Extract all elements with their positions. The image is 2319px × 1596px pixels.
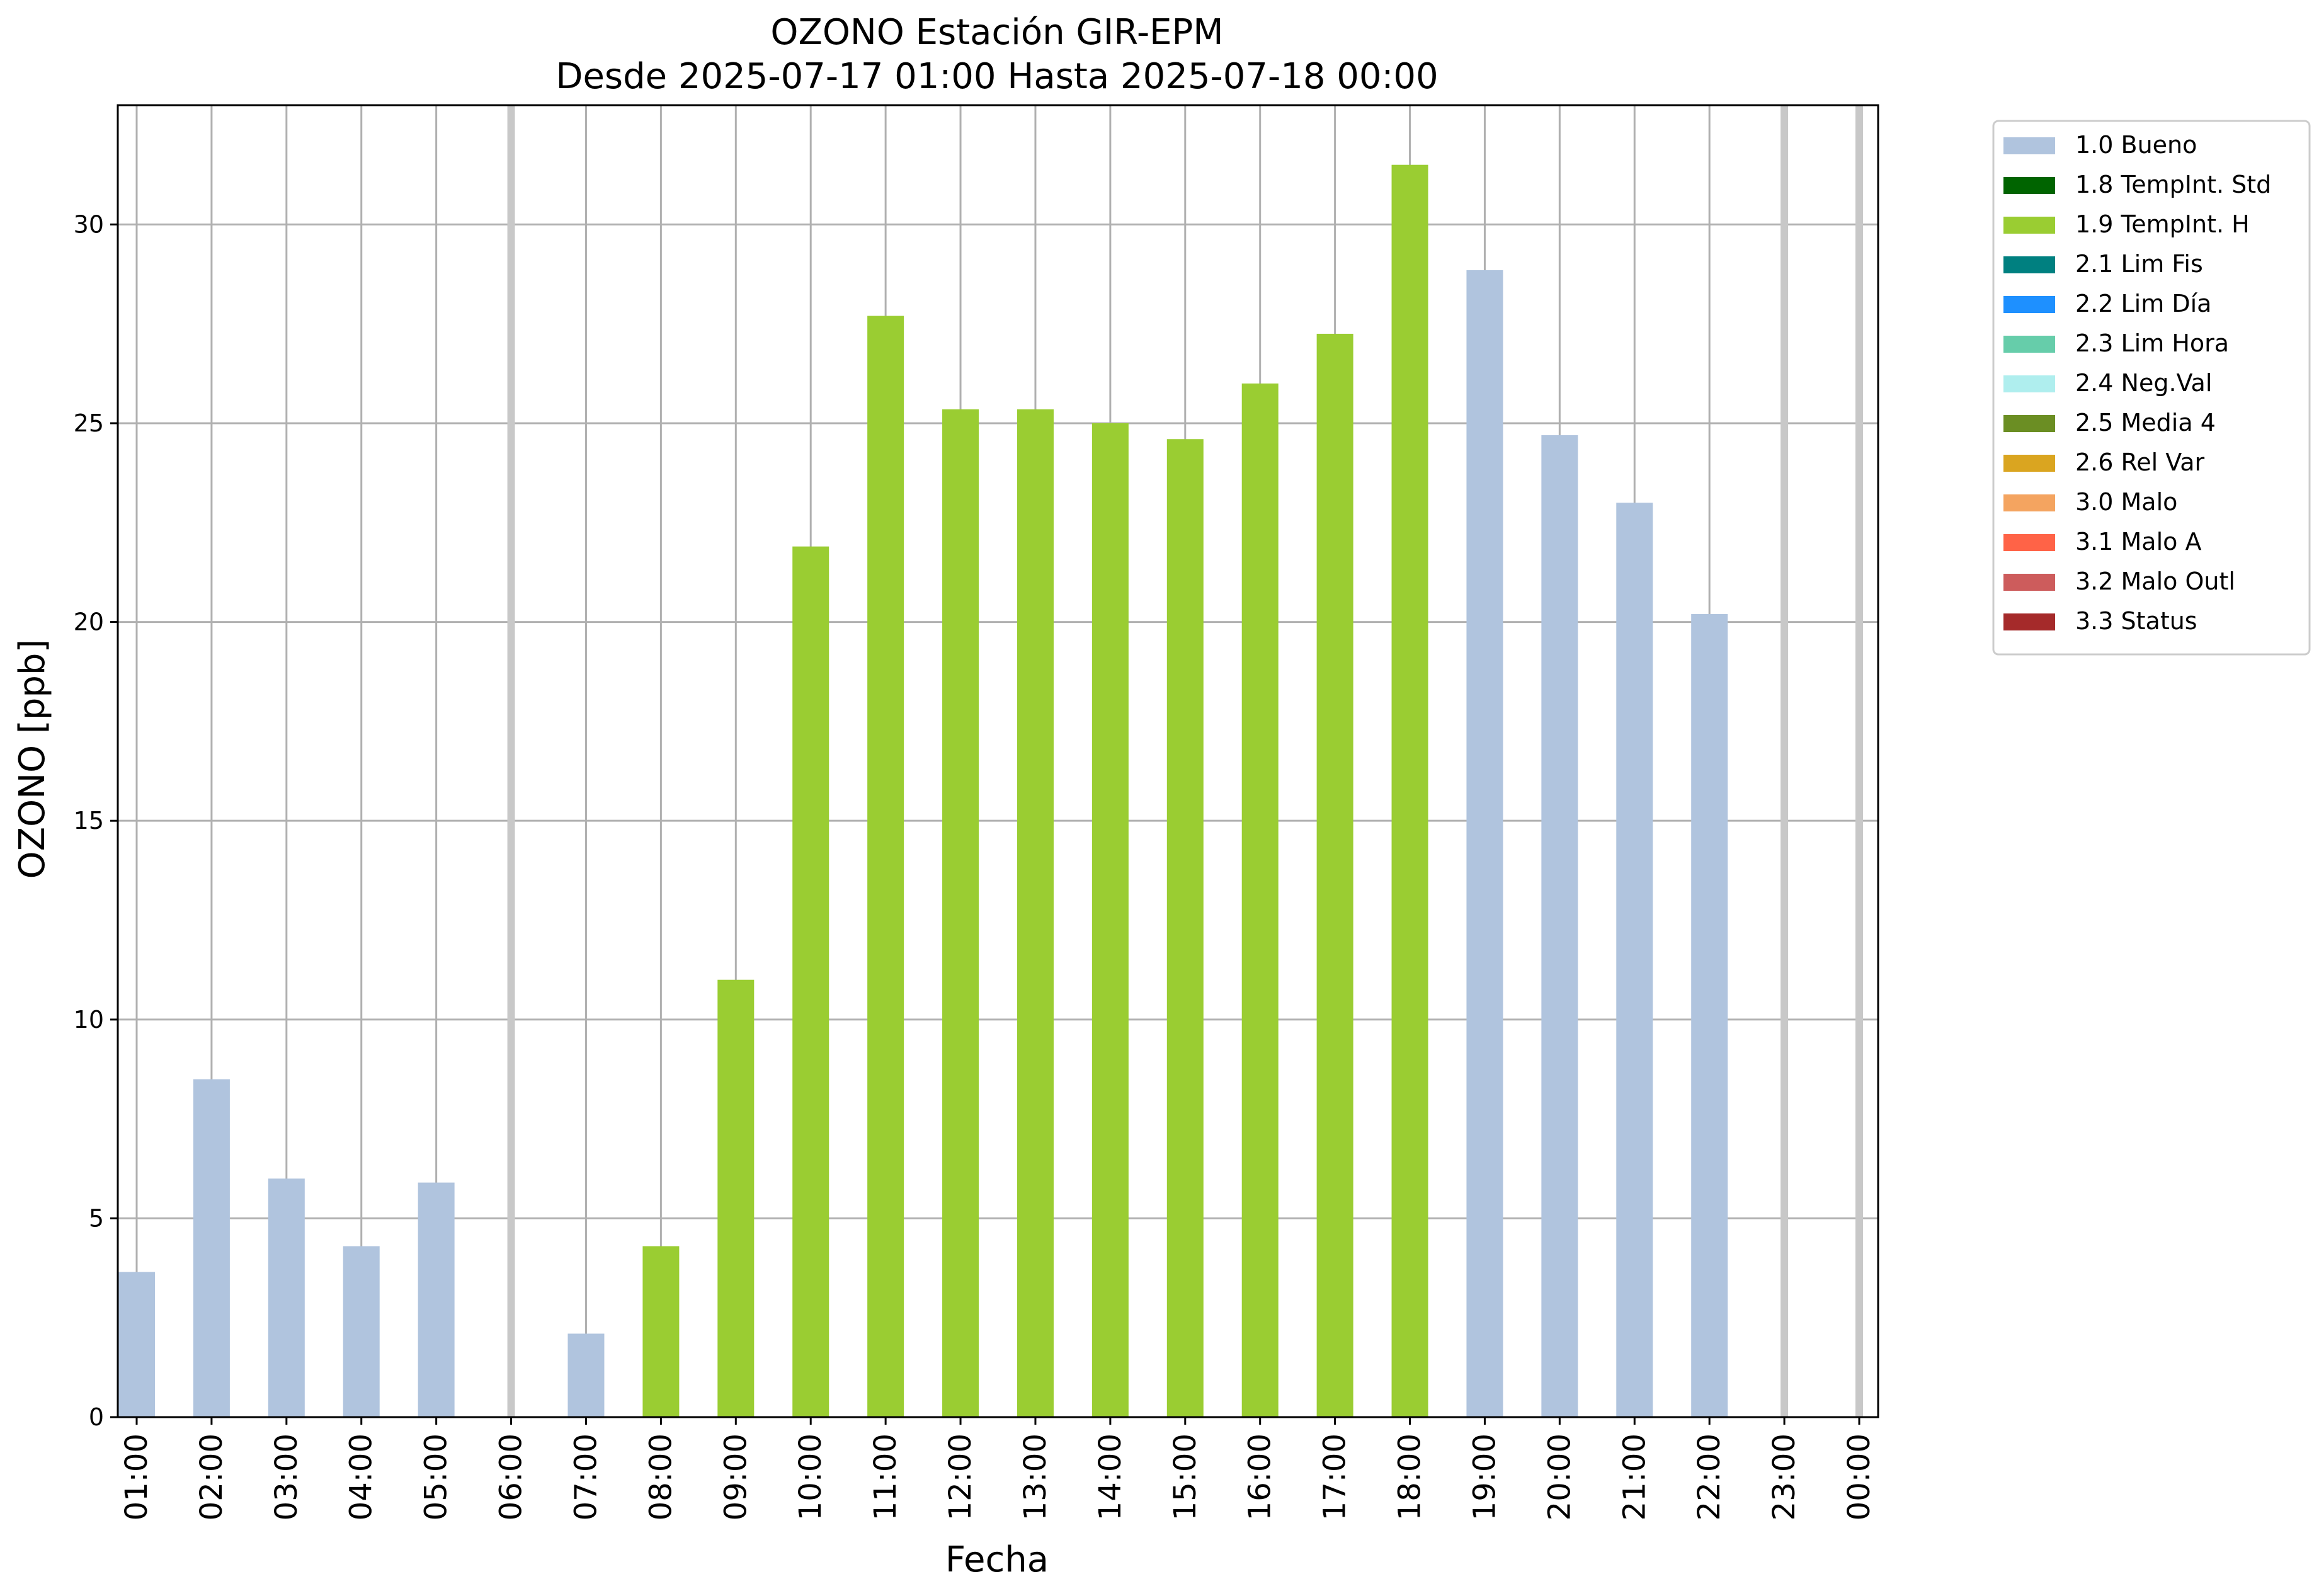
bar bbox=[942, 409, 979, 1418]
bar bbox=[1166, 439, 1204, 1417]
legend-label: 2.5 Media 4 bbox=[2075, 409, 2216, 436]
legend-label: 3.2 Malo Outl bbox=[2075, 567, 2235, 595]
legend-swatch bbox=[2003, 375, 2055, 392]
x-axis-ticks: 01:00 02:00 03:00 04:00 05:00 06:00 07:00 08:00… bbox=[119, 1417, 1877, 1520]
legend-label: 1.0 Bueno bbox=[2075, 131, 2197, 159]
legend-swatch bbox=[2003, 296, 2055, 313]
x-tick-label: 09:00 bbox=[718, 1434, 753, 1520]
bar bbox=[1616, 503, 1653, 1417]
x-tick-label: 00:00 bbox=[1842, 1434, 1877, 1520]
y-tick-label: 25 bbox=[74, 409, 104, 437]
legend-label: 2.6 Rel Var bbox=[2075, 448, 2205, 476]
x-tick-label: 15:00 bbox=[1168, 1434, 1203, 1520]
bar bbox=[1466, 270, 1503, 1418]
x-tick-label: 01:00 bbox=[119, 1434, 154, 1520]
bar bbox=[418, 1182, 455, 1417]
bar bbox=[1091, 423, 1129, 1417]
y-tick-label: 10 bbox=[74, 1006, 104, 1034]
bar bbox=[1316, 333, 1353, 1417]
y-axis-ticks: 0 5 10 15 20 25 30 bbox=[74, 210, 118, 1431]
x-tick-label: 13:00 bbox=[1018, 1434, 1053, 1520]
y-tick-label: 30 bbox=[74, 210, 104, 238]
legend-label: 2.2 Lim Día bbox=[2075, 290, 2211, 317]
grid-lines bbox=[118, 105, 1878, 1418]
chart-title: OZONO Estación GIR-EPM bbox=[770, 12, 1223, 53]
bar bbox=[118, 1272, 155, 1417]
legend-swatch bbox=[2003, 534, 2055, 551]
legend-swatch bbox=[2003, 494, 2055, 511]
x-tick-label: 18:00 bbox=[1393, 1434, 1428, 1520]
x-tick-label: 14:00 bbox=[1093, 1434, 1128, 1520]
legend-swatch bbox=[2003, 256, 2055, 273]
legend-label: 1.9 TempInt. H bbox=[2075, 210, 2250, 238]
bar bbox=[268, 1178, 305, 1417]
x-tick-label: 11:00 bbox=[868, 1434, 903, 1520]
x-tick-label: 21:00 bbox=[1617, 1434, 1652, 1520]
legend-swatch bbox=[2003, 137, 2055, 154]
bar bbox=[1241, 383, 1279, 1417]
bar bbox=[1541, 435, 1578, 1418]
legend-label: 3.0 Malo bbox=[2075, 488, 2177, 516]
x-axis-label: Fecha bbox=[945, 1539, 1049, 1580]
legend-label: 2.1 Lim Fis bbox=[2075, 250, 2203, 278]
x-tick-label: 03:00 bbox=[269, 1434, 304, 1520]
legend-swatch bbox=[2003, 574, 2055, 591]
bars bbox=[118, 164, 1728, 1418]
bar bbox=[1691, 613, 1728, 1417]
y-axis-label: OZONO [ppb] bbox=[12, 639, 53, 879]
legend-label: 1.8 TempInt. Std bbox=[2075, 171, 2271, 198]
legend-label: 2.3 Lim Hora bbox=[2075, 329, 2229, 357]
x-tick-label: 19:00 bbox=[1467, 1434, 1502, 1520]
legend-swatch bbox=[2003, 217, 2055, 234]
legend-box bbox=[1992, 120, 2311, 656]
bar bbox=[717, 979, 755, 1417]
bar bbox=[567, 1333, 605, 1417]
bar bbox=[1017, 409, 1054, 1418]
plot-area bbox=[117, 104, 1879, 1418]
bar bbox=[343, 1246, 380, 1417]
legend-swatch bbox=[2003, 336, 2055, 353]
bar bbox=[642, 1246, 680, 1417]
x-tick-label: 02:00 bbox=[194, 1434, 229, 1520]
x-tick-label: 23:00 bbox=[1767, 1434, 1802, 1520]
legend-label: 2.4 Neg.Val bbox=[2075, 369, 2212, 397]
legend-label: 3.3 Status bbox=[2075, 607, 2197, 635]
bar bbox=[792, 546, 829, 1417]
x-tick-label: 20:00 bbox=[1542, 1434, 1577, 1520]
x-tick-label: 08:00 bbox=[643, 1434, 678, 1520]
y-tick-label: 5 bbox=[89, 1204, 104, 1232]
x-tick-label: 17:00 bbox=[1318, 1434, 1353, 1520]
x-tick-label: 07:00 bbox=[568, 1434, 603, 1520]
x-tick-label: 22:00 bbox=[1692, 1434, 1727, 1520]
x-tick-label: 10:00 bbox=[793, 1434, 828, 1520]
legend: 1.0 Bueno 1.8 TempInt. Std 1.9 TempInt. H 2… bbox=[1992, 120, 2311, 656]
legend-swatch bbox=[2003, 177, 2055, 194]
legend-label: 3.1 Malo A bbox=[2075, 528, 2201, 556]
legend-swatch bbox=[2003, 455, 2055, 472]
x-tick-label: 16:00 bbox=[1243, 1434, 1278, 1520]
legend-swatch bbox=[2003, 613, 2055, 630]
x-tick-label: 12:00 bbox=[943, 1434, 978, 1520]
x-tick-label: 04:00 bbox=[344, 1434, 379, 1520]
bar bbox=[1391, 164, 1428, 1417]
y-tick-label: 20 bbox=[74, 608, 104, 636]
chart-subtitle: Desde 2025-07-17 01:00 Hasta 2025-07-18 … bbox=[556, 56, 1438, 97]
bar bbox=[193, 1079, 230, 1417]
y-tick-label: 0 bbox=[89, 1403, 104, 1431]
x-tick-label: 06:00 bbox=[494, 1434, 529, 1520]
y-tick-label: 15 bbox=[74, 807, 104, 835]
x-tick-label: 05:00 bbox=[419, 1434, 454, 1520]
legend-swatch bbox=[2003, 415, 2055, 432]
bar bbox=[867, 316, 904, 1417]
